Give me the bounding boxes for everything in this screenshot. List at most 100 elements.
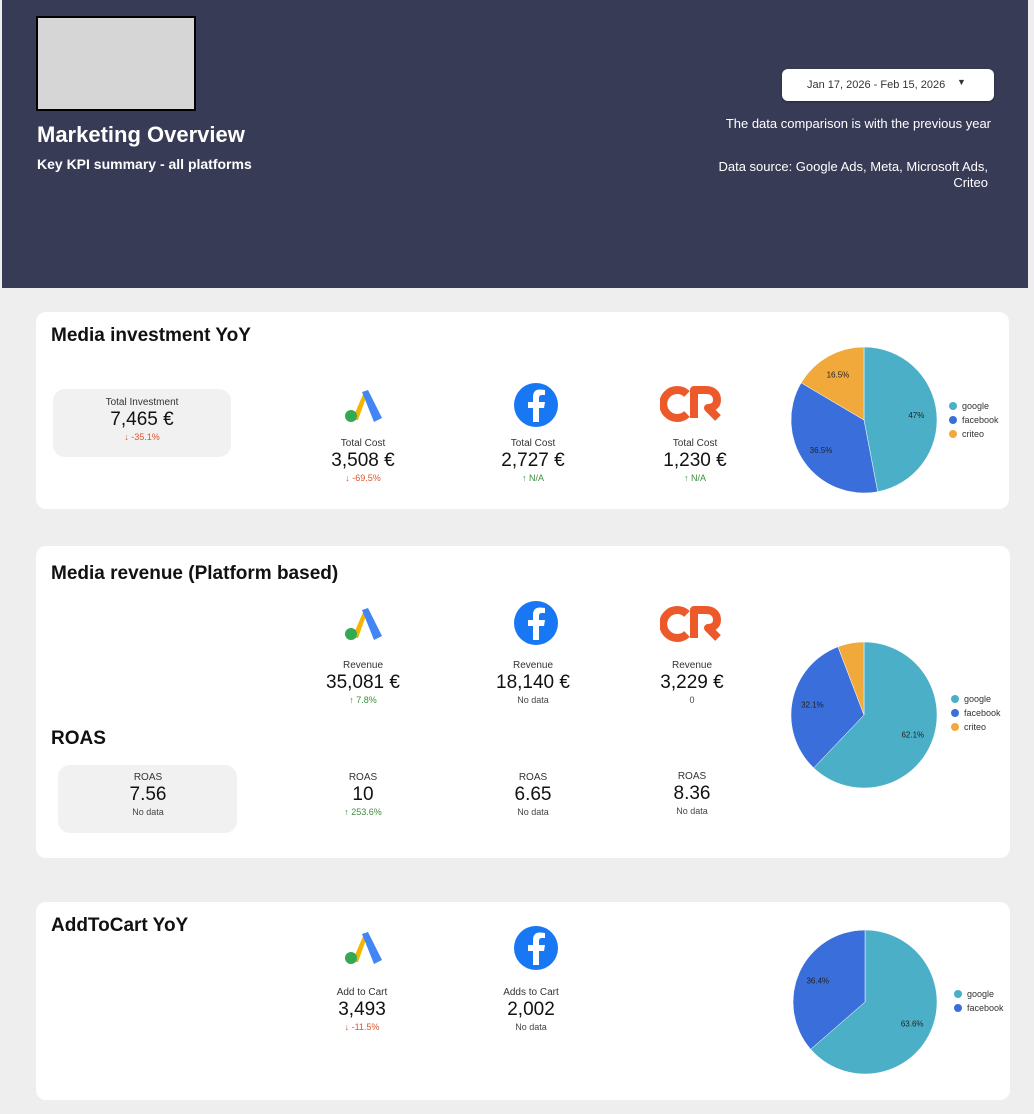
legend-label: facebook (964, 708, 1001, 718)
pie-slice-label: 36.5% (810, 446, 833, 455)
media-revenue-card: Media revenue (Platform based) Revenue 3… (36, 546, 1010, 858)
metric-change: ↑ N/A (683, 473, 707, 483)
metric-label: ROAS (677, 771, 707, 782)
metric-change: No data (515, 1022, 547, 1032)
addtocart-card: AddToCart YoY Add to Cart 3,493 ↓ -11.5%… (36, 902, 1010, 1100)
revenue-pie-legend: google facebook criteo (951, 692, 1001, 734)
metric-change: No data (132, 807, 164, 817)
pie-slice-label: 47% (908, 411, 924, 420)
pie-slice-facebook (792, 929, 866, 1050)
total-roas-metric: ROAS 7.56 No data (88, 771, 208, 818)
legend-label: google (967, 989, 995, 999)
facebook-icon (514, 926, 558, 970)
pie-slice-label: 16.5% (827, 370, 850, 379)
card-title: AddToCart YoY (51, 915, 189, 936)
pie-slice-label: 63.6% (901, 1019, 924, 1028)
metric-label: Total Investment (105, 397, 179, 408)
addtocart-pie-legend: google facebook (954, 987, 1004, 1015)
metric-label: Revenue (512, 660, 554, 671)
facebook-icon (514, 383, 558, 427)
criteo-roas-metric: ROAS 8.36 No data (632, 770, 752, 817)
metric-value: 7.56 (129, 784, 167, 805)
legend-item-criteo[interactable]: criteo (951, 720, 1001, 734)
pie-slice-label: 36.4% (806, 977, 829, 986)
investment-pie-legend: google facebook criteo (949, 399, 999, 441)
pie-slice-facebook (790, 646, 865, 769)
legend-label: google (962, 401, 990, 411)
arrow-up-icon: ↑ (683, 473, 689, 483)
facebook-revenue-metric: Revenue 18,140 € No data (473, 659, 593, 706)
metric-label: ROAS (518, 772, 548, 783)
revenue-pie-chart: 62.1% 32.1% (790, 641, 938, 789)
legend-item-facebook[interactable]: facebook (954, 1001, 1004, 1015)
metric-value: 7,465 € (110, 409, 174, 430)
legend-item-google[interactable]: google (949, 399, 999, 413)
metric-value: 6.65 (514, 784, 552, 805)
legend-item-facebook[interactable]: facebook (949, 413, 999, 427)
metric-label: Revenue (671, 660, 713, 671)
report-header: Marketing Overview Key KPI summary - all… (2, 0, 1028, 288)
metric-value: 3,493 (338, 999, 386, 1020)
comparison-note: The data comparison is with the previous… (725, 116, 991, 131)
legend-label: facebook (962, 415, 999, 425)
total-investment-metric: Total Investment 7,465 € ↓ -35.1% (82, 396, 202, 443)
pie-slice-criteo (800, 346, 865, 421)
metric-value: 2,727 € (501, 450, 565, 471)
roas-title: ROAS (51, 728, 106, 749)
legend-item-criteo[interactable]: criteo (949, 427, 999, 441)
metric-change: ↓ -11.5% (344, 1022, 380, 1032)
facebook-roas-metric: ROAS 6.65 No data (473, 771, 593, 818)
logo-placeholder (36, 16, 196, 111)
metric-value: 18,140 € (496, 672, 570, 693)
metric-value: 10 (352, 784, 374, 805)
pie-slice-criteo (837, 641, 865, 716)
metric-change: No data (517, 695, 549, 705)
criteo-revenue-metric: Revenue 3,229 € 0 (632, 659, 752, 706)
arrow-up-icon: ↑ (349, 695, 354, 705)
metric-value: 1,230 € (663, 450, 727, 471)
metric-label: Total Cost (510, 438, 556, 449)
legend-swatch (954, 1004, 962, 1012)
metric-change: ↑ 7.8% (349, 695, 377, 705)
legend-label: criteo (962, 429, 985, 439)
metric-change: ↓ -69.5% (345, 473, 381, 483)
legend-label: criteo (964, 722, 987, 732)
legend-label: facebook (967, 1003, 1004, 1013)
pie-slice-google (813, 641, 938, 789)
google-ads-icon (345, 608, 382, 640)
caret-down-icon: ▼ (957, 77, 966, 87)
arrow-up-icon: ↑ (521, 473, 527, 483)
legend-item-facebook[interactable]: facebook (951, 706, 1001, 720)
pie-slice-google (863, 346, 938, 492)
pie-slice-label: 62.1% (901, 731, 924, 740)
google-ads-icon (345, 390, 382, 422)
metric-change: ↓ -35.1% (124, 432, 160, 442)
legend-swatch (949, 430, 957, 438)
data-source-note: Data source: Google Ads, Meta, Microsoft… (718, 159, 988, 190)
arrow-up-icon: ↑ (344, 807, 349, 817)
metric-change: ↑ N/A (521, 473, 545, 483)
legend-item-google[interactable]: google (951, 692, 1001, 706)
media-investment-card: Media investment YoY Total Investment 7,… (36, 312, 1009, 509)
metric-value: 3,508 € (331, 450, 395, 471)
google-cost-metric: Total Cost 3,508 € ↓ -69.5% (303, 437, 423, 484)
facebook-addtocart-metric: Adds to Cart 2,002 No data (471, 986, 591, 1033)
date-range-picker[interactable]: Jan 17, 2026 - Feb 15, 2026 ▼ (782, 69, 994, 101)
pie-slice-google (810, 929, 938, 1075)
metric-label: Total Cost (672, 438, 718, 449)
metric-label: ROAS (133, 772, 163, 783)
google-revenue-metric: Revenue 35,081 € ↑ 7.8% (303, 659, 423, 706)
metric-label: Adds to Cart (503, 987, 559, 998)
metric-label: Revenue (342, 660, 384, 671)
legend-item-google[interactable]: google (954, 987, 1004, 1001)
criteo-cost-metric: Total Cost 1,230 € ↑ N/A (635, 437, 755, 484)
criteo-icon (660, 606, 721, 642)
metric-value: 35,081 € (326, 672, 400, 693)
investment-pie-chart: 47% 36.5% 16.5% (790, 346, 938, 494)
metric-change: No data (517, 807, 549, 817)
metric-value: 8.36 (673, 783, 711, 804)
metric-label: ROAS (348, 772, 378, 783)
legend-label: google (964, 694, 992, 704)
metric-change: 0 (689, 695, 695, 705)
metric-label: Add to Cart (336, 987, 388, 998)
